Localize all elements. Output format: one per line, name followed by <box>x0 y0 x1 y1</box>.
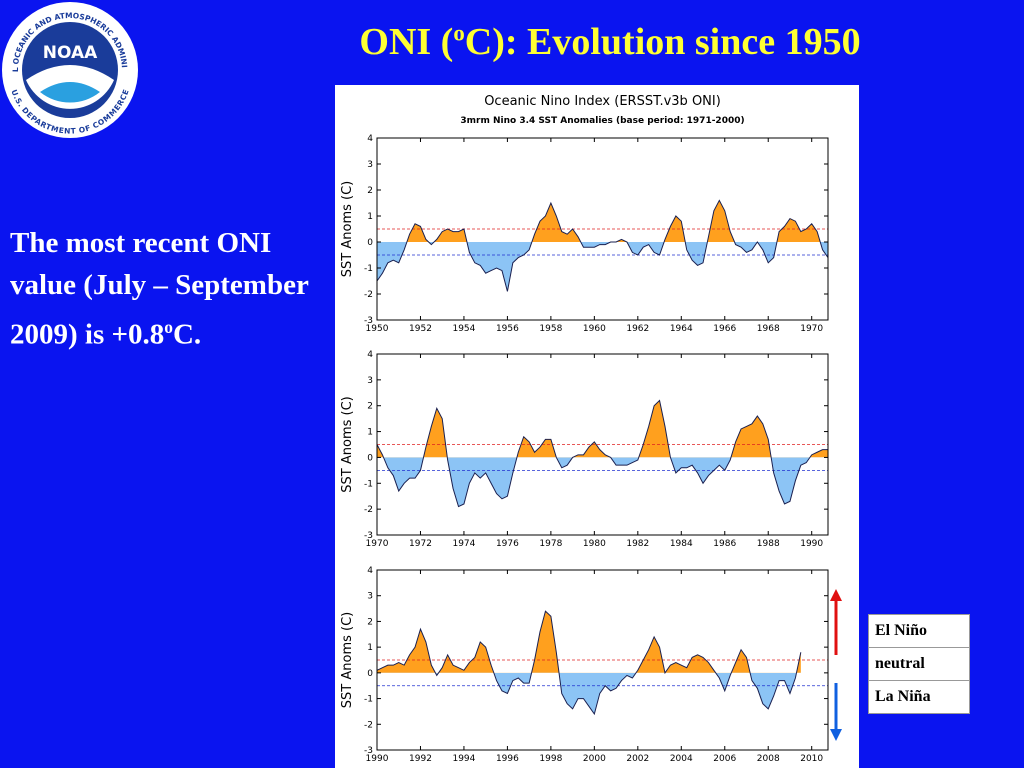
x-tick-label: 2004 <box>670 754 693 764</box>
y-tick-label: 0 <box>367 453 373 463</box>
x-tick-label: 2002 <box>626 754 649 764</box>
x-tick-label: 1962 <box>626 324 649 334</box>
y-axis-label: SST Anoms (C) <box>340 396 355 492</box>
y-tick-label: 2 <box>367 617 373 627</box>
y-tick-label: 1 <box>367 212 373 222</box>
x-tick-label: 1970 <box>800 324 823 334</box>
line <box>376 399 828 508</box>
y-axis-label: SST Anoms (C) <box>340 181 355 277</box>
x-tick-label: 2006 <box>713 754 736 764</box>
x-tick-label: 1966 <box>713 324 736 334</box>
x-tick-label: 1964 <box>670 324 693 334</box>
arrow-head <box>830 729 842 741</box>
x-tick-label: 1990 <box>366 754 389 764</box>
plot-frame <box>376 353 829 536</box>
x-tick-label: 1968 <box>757 324 780 334</box>
y-tick-label: -2 <box>364 720 373 730</box>
x-tick-label: 1984 <box>670 539 693 549</box>
y-tick-label: -1 <box>364 479 373 489</box>
logo-sea <box>40 82 100 103</box>
logo: NOAA NATIONAL OCEANIC AND ATMOSPHERIC AD… <box>0 0 138 138</box>
y-tick-label: -1 <box>364 695 373 705</box>
x-tick-label: 2010 <box>800 754 823 764</box>
plot-frame <box>376 569 829 751</box>
x-tick-label: 1972 <box>409 539 432 549</box>
y-tick-label: 1 <box>367 428 373 438</box>
y-tick-label: -1 <box>364 264 373 274</box>
title-text: C): Evolution since 1950 <box>464 21 861 63</box>
x-tick-label: 2008 <box>757 754 780 764</box>
y-tick-label: -3 <box>364 746 373 756</box>
x-tick-label: 1982 <box>626 539 649 549</box>
y-tick-label: 3 <box>367 160 373 170</box>
x-tick-label: 1980 <box>583 539 606 549</box>
y-tick-label: 0 <box>367 238 373 248</box>
note-sup: o <box>164 317 173 337</box>
x-tick-label: 1998 <box>539 754 562 764</box>
logo-name: NOAA <box>43 43 98 63</box>
x-tick-label: 1956 <box>496 324 519 334</box>
x-tick-label: 1950 <box>366 324 389 334</box>
x-tick-label: 1952 <box>409 324 432 334</box>
y-tick-label: -3 <box>364 316 373 326</box>
y-tick-label: 0 <box>367 669 373 679</box>
plot-frame <box>376 137 829 321</box>
y-tick-label: -3 <box>364 531 373 541</box>
y-tick-label: -2 <box>364 505 373 515</box>
x-tick-label: 1992 <box>409 754 432 764</box>
x-tick-label: 1996 <box>496 754 519 764</box>
y-tick-label: 1 <box>367 643 373 653</box>
y-tick-label: 3 <box>367 376 373 386</box>
legend-item: El Niño <box>868 614 970 648</box>
x-tick-label: 1970 <box>366 539 389 549</box>
x-tick-label: 1960 <box>583 324 606 334</box>
y-axis-label: SST Anoms (C) <box>340 612 355 708</box>
x-tick-label: 2000 <box>583 754 606 764</box>
y-tick-label: 4 <box>367 134 373 144</box>
x-tick-label: 1986 <box>713 539 736 549</box>
y-tick-label: 2 <box>367 402 373 412</box>
area-below <box>377 457 828 507</box>
legend-item: neutral <box>868 647 970 681</box>
y-tick-label: -2 <box>364 290 373 300</box>
chart: -3 -2 -1 0 1 2 3 4 1950 1952 1954 1956 1958 1960 1962 1… <box>335 85 859 768</box>
chart-title: Oceanic Nino Index (ERSST.v3b ONI) <box>484 94 721 109</box>
x-tick-label: 1954 <box>452 324 475 334</box>
y-tick-label: 4 <box>367 350 373 360</box>
y-tick-label: 3 <box>367 592 373 602</box>
x-tick-label: 1994 <box>452 754 475 764</box>
arrows <box>830 589 842 741</box>
line <box>376 199 829 292</box>
x-tick-label: 1958 <box>539 324 562 334</box>
area-above <box>377 200 828 242</box>
note-text: C. <box>172 318 202 351</box>
line <box>376 610 802 716</box>
area-below <box>377 242 828 292</box>
x-tick-label: 1974 <box>452 539 475 549</box>
area-above <box>377 611 801 673</box>
legend: El Niño neutral La Niña <box>868 614 970 714</box>
slide-title: ONI (oC): Evolution since 1950 <box>300 20 920 64</box>
y-tick-label: 2 <box>367 186 373 196</box>
x-tick-label: 1976 <box>496 539 519 549</box>
note-text: The most recent ONI value (July – Septem… <box>10 227 309 351</box>
title-text: ONI ( <box>359 21 454 63</box>
note: The most recent ONI value (July – Septem… <box>10 222 330 356</box>
x-tick-label: 1988 <box>757 539 780 549</box>
arrow-head <box>830 589 842 601</box>
y-tick-label: 4 <box>367 566 373 576</box>
x-tick-label: 1978 <box>539 539 562 549</box>
chart-subtitle: 3mrm Nino 3.4 SST Anomalies (base period… <box>460 116 744 126</box>
x-tick-label: 1990 <box>800 539 823 549</box>
title-sup: o <box>453 20 465 46</box>
legend-item: La Niña <box>868 680 970 714</box>
